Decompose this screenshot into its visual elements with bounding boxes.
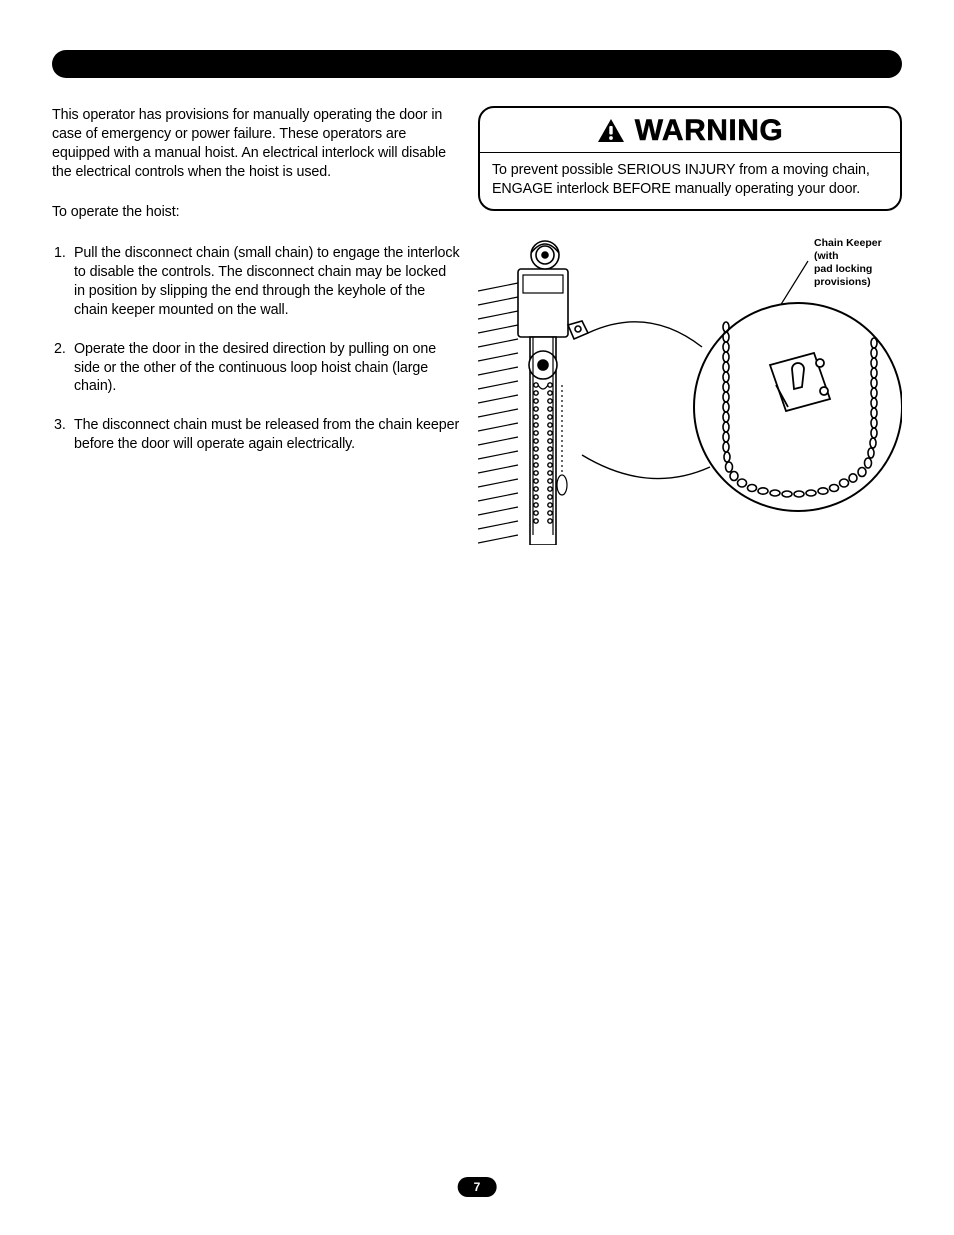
left-column: This operator has provisions for manuall… (52, 106, 460, 474)
step-text: Operate the door in the desired directio… (74, 340, 460, 397)
content-columns: This operator has provisions for manuall… (52, 106, 902, 545)
diagram-label-line1: Chain Keeper (with (814, 237, 882, 262)
steps-list: 1. Pull the disconnect chain (small chai… (52, 244, 460, 454)
intro-paragraph: This operator has provisions for manuall… (52, 106, 460, 181)
warning-box: WARNING To prevent possible SERIOUS INJU… (478, 106, 902, 211)
chain-hoist-diagram: Chain Keeper (with pad locking provision… (478, 235, 902, 545)
right-column: WARNING To prevent possible SERIOUS INJU… (478, 106, 902, 545)
step-item: 1. Pull the disconnect chain (small chai… (52, 244, 460, 319)
warning-triangle-icon (597, 118, 625, 144)
step-text: Pull the disconnect chain (small chain) … (74, 244, 460, 319)
warning-header: WARNING (480, 108, 900, 153)
warning-body: To prevent possible SERIOUS INJURY from … (492, 161, 888, 199)
section-header-bar (52, 50, 902, 78)
step-number: 1. (54, 244, 74, 319)
operate-label: To operate the hoist: (52, 203, 460, 222)
diagram-callout-label: Chain Keeper (with pad locking provision… (814, 237, 902, 290)
step-item: 3. The disconnect chain must be released… (52, 416, 460, 454)
step-text: The disconnect chain must be released fr… (74, 416, 460, 454)
page-number-badge: 7 (458, 1177, 497, 1197)
step-number: 2. (54, 340, 74, 397)
diagram-label-line2: pad locking provisions) (814, 263, 872, 288)
step-number: 3. (54, 416, 74, 454)
step-item: 2. Operate the door in the desired direc… (52, 340, 460, 397)
warning-title: WARNING (635, 114, 784, 148)
